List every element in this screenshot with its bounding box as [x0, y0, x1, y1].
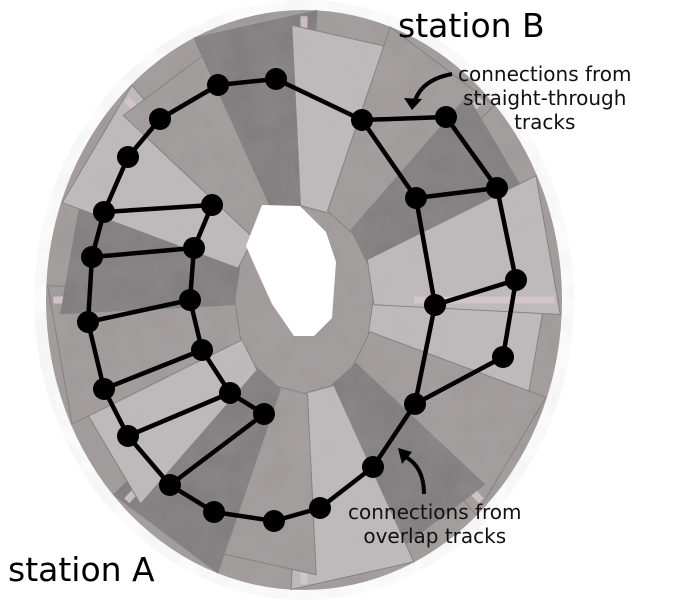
connection-node — [309, 497, 331, 519]
connection-node — [207, 74, 229, 96]
central-hole — [246, 205, 336, 336]
overlap-line-1: connections from — [348, 500, 522, 524]
connection-link — [101, 202, 215, 215]
connection-node — [219, 382, 241, 404]
connection-node — [265, 68, 287, 90]
connection-link — [101, 347, 205, 392]
overlap-label: connections from overlap tracks — [348, 500, 522, 548]
connection-node — [424, 294, 446, 316]
connection-node — [435, 106, 457, 128]
connection-link — [432, 277, 519, 308]
arrow-overlap — [398, 448, 426, 495]
connection-node — [159, 474, 181, 496]
straight-through-line-2: straight-through — [463, 86, 627, 110]
connection-node — [77, 311, 99, 333]
connection-node — [191, 339, 213, 361]
connection-link — [85, 319, 107, 392]
connection-node — [201, 194, 223, 216]
connection-node — [183, 237, 205, 259]
connection-node — [179, 289, 201, 311]
connection-node — [117, 425, 139, 447]
connection-node — [253, 403, 275, 425]
connection-link — [412, 354, 506, 407]
connection-link — [413, 185, 500, 201]
station-a-label: station A — [8, 550, 155, 589]
connection-link — [167, 411, 267, 488]
connection-link — [494, 185, 519, 283]
connection-node — [263, 510, 285, 532]
connection-link — [370, 401, 418, 470]
connection-link — [500, 277, 519, 360]
connection-link — [443, 114, 500, 191]
station-b-label: station B — [398, 6, 545, 45]
connection-node — [203, 501, 225, 523]
straight-through-line-1: connections from — [458, 62, 632, 86]
connection-link — [317, 464, 376, 511]
connection-node — [93, 378, 115, 400]
connection-node — [486, 177, 508, 199]
connection-node — [93, 201, 115, 223]
connection-link — [359, 114, 449, 123]
connection-node — [149, 108, 171, 130]
connection-node — [351, 109, 373, 131]
connection-node — [405, 187, 427, 209]
straight-through-line-3: tracks — [514, 110, 576, 134]
connection-node — [492, 346, 514, 368]
connection-link — [125, 390, 233, 439]
connection-link — [85, 297, 193, 325]
connection-node — [117, 146, 139, 168]
connection-nodes — [77, 68, 527, 532]
connection-node — [404, 393, 426, 415]
arrow-straight-through — [404, 72, 453, 110]
connection-link — [89, 245, 197, 260]
connection-link — [413, 195, 438, 308]
connection-node — [362, 456, 384, 478]
connection-node — [505, 269, 527, 291]
connection-link — [157, 82, 221, 122]
straight-through-label: connections from straight-through tracks — [458, 62, 632, 134]
connection-node — [81, 246, 103, 268]
connection-link — [359, 117, 419, 201]
connection-link — [273, 76, 365, 123]
connection-link — [412, 302, 438, 407]
overlap-line-2: overlap tracks — [363, 524, 507, 548]
